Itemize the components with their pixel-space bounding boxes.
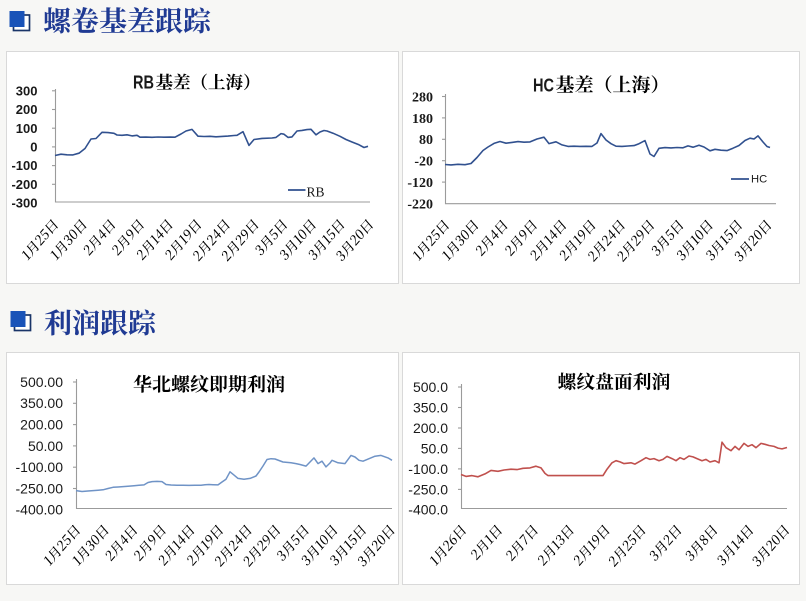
svg-text:RB: RB xyxy=(133,73,154,93)
svg-text:0: 0 xyxy=(30,140,37,155)
svg-text:80: 80 xyxy=(419,133,433,148)
svg-text:280: 280 xyxy=(412,90,433,105)
svg-text:-250.0: -250.0 xyxy=(408,481,448,497)
svg-text:200.0: 200.0 xyxy=(413,420,448,436)
svg-text:-100: -100 xyxy=(11,158,37,173)
svg-text:500.00: 500.00 xyxy=(20,374,63,390)
svg-text:200: 200 xyxy=(16,102,38,117)
svg-text:HC: HC xyxy=(751,173,767,185)
svg-text:50.00: 50.00 xyxy=(28,438,63,454)
svg-text:200.00: 200.00 xyxy=(20,417,63,433)
svg-text:HC: HC xyxy=(533,75,554,96)
svg-text:-120: -120 xyxy=(407,176,433,191)
svg-text:RB: RB xyxy=(307,185,325,200)
svg-text:-100.00: -100.00 xyxy=(16,459,64,475)
svg-text:-220: -220 xyxy=(407,197,433,212)
svg-text:-100.0: -100.0 xyxy=(408,461,448,477)
svg-text:-400.0: -400.0 xyxy=(408,502,448,518)
svg-text:100: 100 xyxy=(16,121,38,136)
svg-text:350.00: 350.00 xyxy=(20,395,63,411)
svg-text:-250.00: -250.00 xyxy=(16,480,64,496)
svg-text:-20: -20 xyxy=(414,155,433,170)
svg-text:-200: -200 xyxy=(11,177,37,192)
svg-text:350.0: 350.0 xyxy=(413,399,448,415)
svg-text:500.0: 500.0 xyxy=(413,379,448,395)
svg-text:180: 180 xyxy=(412,112,433,127)
svg-text:300: 300 xyxy=(16,83,38,98)
svg-text:-400.00: -400.00 xyxy=(16,502,64,518)
svg-text:50.0: 50.0 xyxy=(421,440,448,456)
svg-text:-300: -300 xyxy=(11,196,37,211)
